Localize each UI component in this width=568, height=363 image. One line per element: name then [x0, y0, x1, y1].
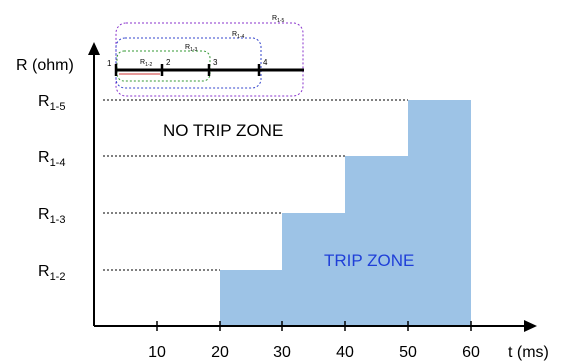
bus-label-4: 4 — [263, 58, 268, 67]
range-label-r13: R1-3 — [185, 44, 198, 53]
range-box-r14 — [115, 37, 262, 89]
no-trip-zone-label: NO TRIP ZONE — [163, 121, 283, 140]
y-level-label-r13: R1-3 — [38, 206, 65, 226]
bus-label-1: 1 — [107, 59, 112, 68]
range-box-r13 — [116, 50, 211, 82]
x-tick-label: 60 — [462, 344, 480, 361]
reference-lines — [103, 99, 408, 271]
x-axis-label: t (ms) — [508, 344, 549, 361]
x-axis-arrow-icon — [524, 320, 537, 332]
bus-label-3: 3 — [213, 58, 218, 67]
line-inset: 1 2 3 4 R1-2 R1-3 R1-4 R1-5 — [107, 15, 304, 97]
trip-zone-area — [220, 100, 471, 326]
y-level-label-r15: R1-5 — [38, 93, 65, 113]
x-axis-ticks — [156, 321, 472, 331]
x-tick-label: 30 — [273, 344, 291, 361]
range-label-r14: R1-4 — [232, 31, 245, 40]
x-tick-label: 40 — [336, 344, 354, 361]
range-label-r15: R1-5 — [272, 15, 285, 24]
trip-zone-label: TRIP ZONE — [324, 251, 414, 270]
bus-label-2: 2 — [166, 58, 171, 67]
y-level-label-r14: R1-4 — [38, 149, 65, 169]
x-tick-label: 10 — [148, 344, 166, 361]
range-label-r12: R1-2 — [140, 59, 153, 68]
y-axis-label: R (ohm) — [16, 57, 74, 74]
y-axis-arrow-icon — [88, 42, 100, 55]
range-box-r15 — [115, 22, 304, 97]
y-level-label-r12: R1-2 — [38, 263, 65, 283]
x-tick-label: 50 — [399, 344, 417, 361]
x-tick-label: 20 — [211, 344, 229, 361]
